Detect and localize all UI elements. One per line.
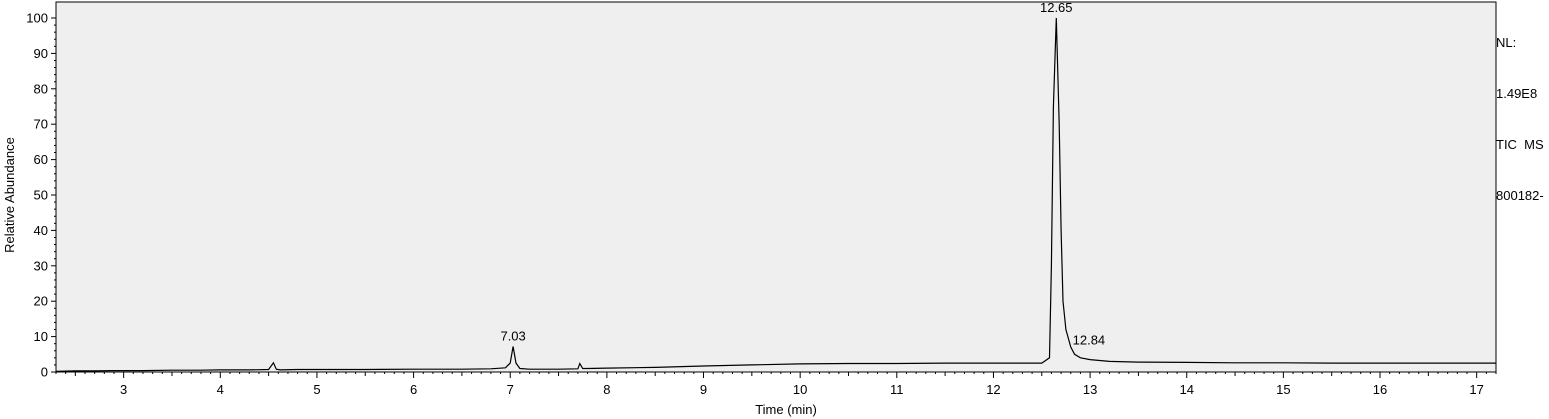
y-tick-label: 70: [34, 117, 48, 132]
y-axis: 0 10 20 30 40 50 60 70 80 90 100: [26, 11, 56, 380]
peak-annotations: 7.03 12.65 12.84: [500, 0, 1105, 347]
file-id: 800182-: [1496, 188, 1544, 203]
nl-label: NL:: [1496, 35, 1517, 50]
x-tick-label: 3: [120, 382, 127, 397]
peak-label: 12.84: [1073, 332, 1106, 347]
x-tick-label: 17: [1469, 382, 1483, 397]
x-tick-label: 11: [890, 382, 904, 397]
y-tick-label: 10: [34, 329, 48, 344]
x-tick-label: 12: [986, 382, 1000, 397]
y-tick-label: 0: [41, 365, 48, 380]
plot-area: [55, 1, 1497, 373]
x-tick-label: 14: [1180, 382, 1194, 397]
y-tick-label: 50: [34, 188, 48, 203]
x-tick-label: 16: [1373, 382, 1387, 397]
x-tick-label: 10: [793, 382, 807, 397]
scan-type: TIC MS: [1496, 137, 1544, 152]
tic-trace-line: [55, 17, 1496, 372]
y-tick-label: 20: [34, 294, 48, 309]
peak-label: 12.65: [1040, 0, 1073, 15]
x-tick-label: 15: [1276, 382, 1290, 397]
y-tick-label: 60: [34, 152, 48, 167]
peak-label: 7.03: [500, 329, 525, 344]
x-tick-label: 9: [700, 382, 707, 397]
x-tick-label: 6: [410, 382, 417, 397]
x-tick-label: 8: [603, 382, 610, 397]
y-tick-label: 40: [34, 223, 48, 238]
y-tick-label: 80: [34, 81, 48, 96]
x-tick-label: 13: [1083, 382, 1097, 397]
normalization-info: NL: 1.49E8 TIC MS 800182-: [1496, 0, 1544, 221]
y-axis-title: Relative Abundance: [2, 137, 17, 253]
nl-value: 1.49E8: [1496, 86, 1538, 101]
x-tick-label: 4: [217, 382, 224, 397]
y-tick-label: 100: [26, 11, 48, 26]
x-tick-label: 5: [313, 382, 320, 397]
x-axis-title: Time (min): [755, 402, 817, 417]
y-tick-label: 90: [34, 46, 48, 61]
x-axis: 3 4 5 6 7 8 9 10 11 12 13 14 15 16 17: [55, 372, 1497, 397]
y-tick-label: 30: [34, 258, 48, 273]
x-tick-label: 7: [507, 382, 514, 397]
